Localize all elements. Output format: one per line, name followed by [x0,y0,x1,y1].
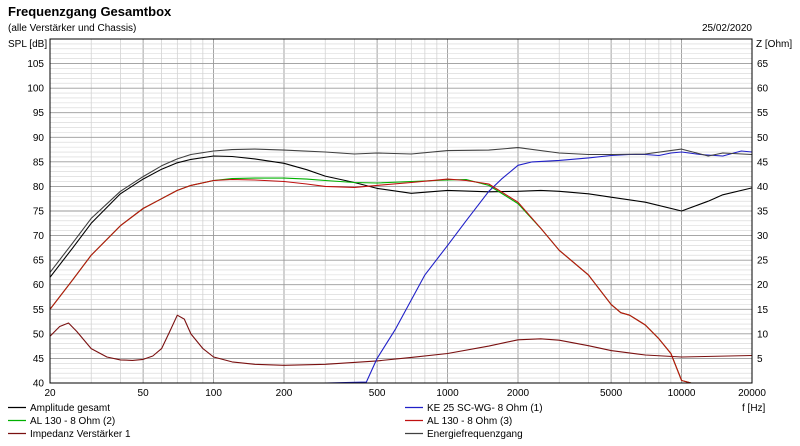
series-line [49,177,752,384]
y-tick-label: 45 [33,354,45,365]
y2-tick-label: 35 [757,207,769,218]
y-tick-label: 70 [33,231,45,242]
chart-date: 25/02/2020 [702,23,752,34]
y2-tick-label: 55 [757,108,769,119]
y-tick-label: 40 [33,379,45,390]
y-tick-label: 100 [27,84,44,95]
legend-entry: KE 25 SC-WG- 8 Ohm (1) [427,403,543,414]
y2-tick-label: 65 [757,59,769,70]
x-tick-label: 200 [276,388,293,399]
series-lines [49,147,753,384]
y-tick-label: 65 [33,256,45,267]
y2-tick-label: 10 [757,329,769,340]
series-line [49,155,753,278]
tick-labels: 40 45 50 55 60 65 70 75 80 85 90 95 100 105 5 10 15 20 25 3… [27,59,768,399]
y2-tick-label: 20 [757,280,769,291]
y-tick-label: 90 [33,133,45,144]
legend-entry: AL 130 - 8 Ohm (3) [427,416,512,427]
y-tick-label: 85 [33,157,45,168]
x-tick-label: 20 [44,388,56,399]
chart-title: Frequenzgang Gesamtbox [8,4,172,19]
y2-tick-label: 60 [757,84,769,95]
series-line [50,150,753,384]
x-tick-label: 100 [205,388,222,399]
y-tick-label: 60 [33,280,45,291]
x-tick-label: 1000 [436,388,459,399]
y-tick-label: 105 [27,59,44,70]
plot-frame [49,38,753,384]
legend-entry: Energiefrequenzgang [427,429,523,440]
y2-axis-label: Z [Ohm] [756,39,792,50]
x-tick-label: 10000 [668,388,696,399]
y2-tick-label: 40 [757,182,769,193]
legend: Amplitude gesamt AL 130 - 8 Ohm (2) Impeda… [8,403,543,440]
series-line [49,314,753,366]
x-tick-label: 20000 [738,388,766,399]
y-tick-label: 80 [33,182,45,193]
y-tick-label: 95 [33,108,45,119]
x-tick-label: 5000 [600,388,623,399]
legend-entry: Amplitude gesamt [30,403,110,414]
x-axis-label: f [Hz] [742,403,766,414]
x-tick-label: 2000 [507,388,530,399]
y2-tick-label: 5 [757,354,763,365]
y2-tick-label: 25 [757,256,769,267]
y-tick-label: 55 [33,305,45,316]
y2-tick-label: 15 [757,305,769,316]
legend-entry: AL 130 - 8 Ohm (2) [30,416,115,427]
legend-entry: Impedanz Verstärker 1 [30,429,131,440]
series-line [49,147,753,273]
series-line [49,178,752,384]
y2-tick-label: 50 [757,133,769,144]
y2-tick-label: 45 [757,157,769,168]
y-axis-label: SPL [dB] [8,39,47,50]
y2-tick-label: 30 [757,231,769,242]
grid [49,39,753,383]
x-tick-label: 50 [138,388,150,399]
chart-subtitle: (alle Verstärker und Chassis) [8,23,136,34]
y-tick-label: 75 [33,207,45,218]
y-tick-label: 50 [33,329,45,340]
x-tick-label: 500 [369,388,386,399]
